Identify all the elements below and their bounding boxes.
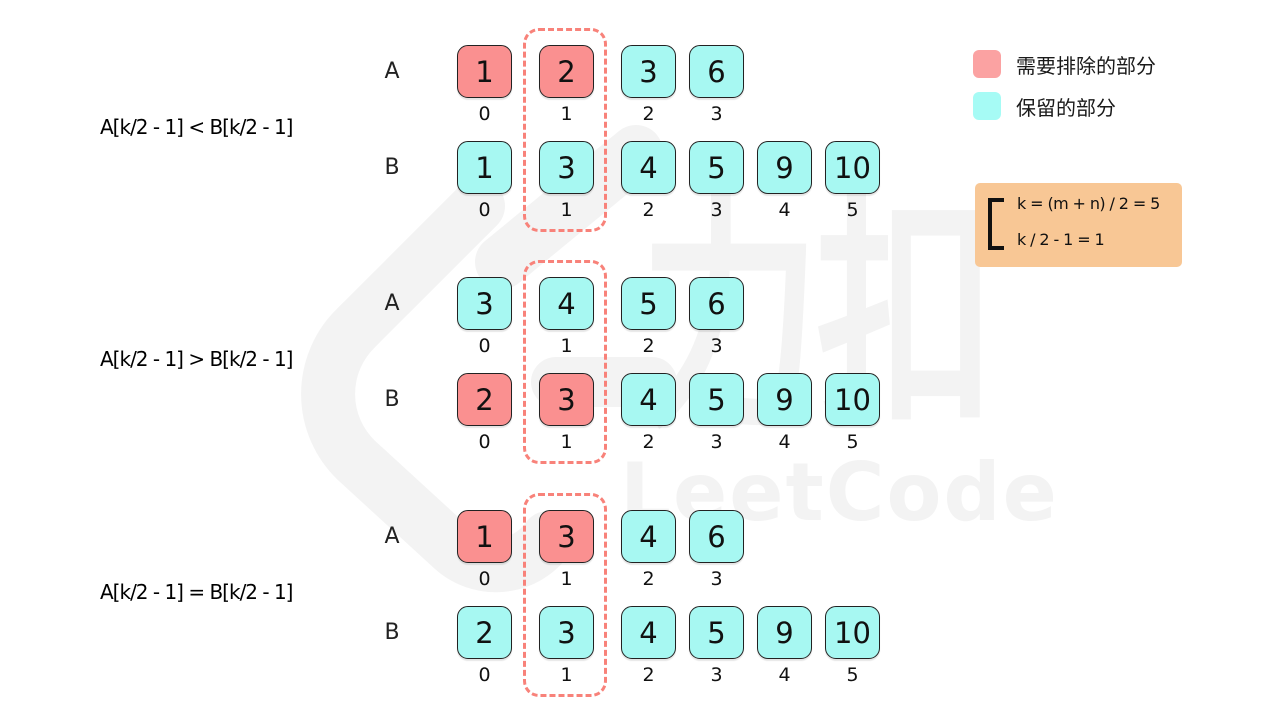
cell-index-label: 1 <box>560 431 573 453</box>
cell-index-label: 1 <box>560 568 573 590</box>
cell-index-label: 4 <box>778 199 791 221</box>
array-name-label: B <box>384 155 400 180</box>
array-cell: 5 <box>689 606 744 659</box>
array-cell: 3 <box>457 277 512 330</box>
array-cell: 2 <box>539 45 594 98</box>
array-cell: 4 <box>621 510 676 563</box>
array-cell: 6 <box>689 510 744 563</box>
cell-index-label: 1 <box>560 664 573 686</box>
cell-index-label: 2 <box>642 664 655 686</box>
array-cell: 4 <box>539 277 594 330</box>
cell-index-label: 2 <box>642 103 655 125</box>
array-name-label: B <box>384 620 400 645</box>
legend: 需要排除的部分 保留的部分 <box>973 50 1156 134</box>
array-name-label: A <box>384 291 400 316</box>
array-cell: 5 <box>689 373 744 426</box>
cell-index-label: 3 <box>710 103 723 125</box>
array-cell: 3 <box>539 510 594 563</box>
cell-index-label: 2 <box>642 335 655 357</box>
array-cell: 2 <box>457 373 512 426</box>
array-cell: 3 <box>539 141 594 194</box>
array-name-label: A <box>384 59 400 84</box>
cell-index-label: 3 <box>710 335 723 357</box>
array-cell: 4 <box>621 373 676 426</box>
array-cell: 9 <box>757 141 812 194</box>
cell-index-label: 3 <box>710 431 723 453</box>
cell-index-label: 5 <box>846 664 859 686</box>
array-cell: 5 <box>689 141 744 194</box>
cell-index-label: 1 <box>560 103 573 125</box>
cell-index-label: 1 <box>560 199 573 221</box>
array-cell: 10 <box>825 606 880 659</box>
array-cell: 10 <box>825 373 880 426</box>
cell-index-label: 5 <box>846 431 859 453</box>
cell-index-label: 4 <box>778 664 791 686</box>
array-cell: 9 <box>757 373 812 426</box>
note-line-2: k / 2 - 1 = 1 <box>1017 230 1105 249</box>
case-condition-label: A[k/2 - 1] < B[k/2 - 1] <box>100 115 293 139</box>
note-box: k = (m + n) / 2 = 5 k / 2 - 1 = 1 <box>975 183 1182 267</box>
array-cell: 3 <box>539 373 594 426</box>
cell-index-label: 1 <box>560 335 573 357</box>
array-name-label: B <box>384 387 400 412</box>
cell-index-label: 0 <box>478 199 491 221</box>
array-cell: 6 <box>689 277 744 330</box>
cell-index-label: 5 <box>846 199 859 221</box>
legend-swatch-exclude <box>973 50 1001 78</box>
legend-row-exclude: 需要排除的部分 <box>973 50 1156 78</box>
array-cell: 1 <box>457 510 512 563</box>
array-cell: 1 <box>457 45 512 98</box>
array-cell: 10 <box>825 141 880 194</box>
cell-index-label: 3 <box>710 664 723 686</box>
cell-index-label: 3 <box>710 568 723 590</box>
legend-row-keep: 保留的部分 <box>973 92 1156 120</box>
case-condition-label: A[k/2 - 1] > B[k/2 - 1] <box>100 347 293 371</box>
cell-index-label: 3 <box>710 199 723 221</box>
case-block: A[k/2 - 1] > B[k/2 - 1] A 3 0 4 1 5 2 6 3 B 2 0 3 1 4 2 5… <box>0 260 1280 489</box>
array-cell: 6 <box>689 45 744 98</box>
cell-index-label: 4 <box>778 431 791 453</box>
cell-index-label: 2 <box>642 431 655 453</box>
array-cell: 3 <box>539 606 594 659</box>
array-cell: 9 <box>757 606 812 659</box>
cell-index-label: 0 <box>478 664 491 686</box>
cell-index-label: 0 <box>478 103 491 125</box>
array-cell: 5 <box>621 277 676 330</box>
array-name-label: A <box>384 524 400 549</box>
legend-label-keep: 保留的部分 <box>1016 95 1116 120</box>
cell-index-label: 0 <box>478 335 491 357</box>
case-block: A[k/2 - 1] = B[k/2 - 1] A 1 0 3 1 4 2 6 3 B 2 0 3 1 4 2 5… <box>0 493 1280 722</box>
cell-index-label: 0 <box>478 568 491 590</box>
cell-index-label: 0 <box>478 431 491 453</box>
legend-swatch-keep <box>973 92 1001 120</box>
legend-label-exclude: 需要排除的部分 <box>1016 53 1156 78</box>
array-cell: 4 <box>621 606 676 659</box>
note-line-1: k = (m + n) / 2 = 5 <box>1017 194 1160 213</box>
left-bracket-icon <box>988 198 1004 250</box>
case-condition-label: A[k/2 - 1] = B[k/2 - 1] <box>100 580 293 604</box>
array-cell: 2 <box>457 606 512 659</box>
cell-index-label: 2 <box>642 568 655 590</box>
array-cell: 1 <box>457 141 512 194</box>
array-cell: 3 <box>621 45 676 98</box>
cell-index-label: 2 <box>642 199 655 221</box>
array-cell: 4 <box>621 141 676 194</box>
